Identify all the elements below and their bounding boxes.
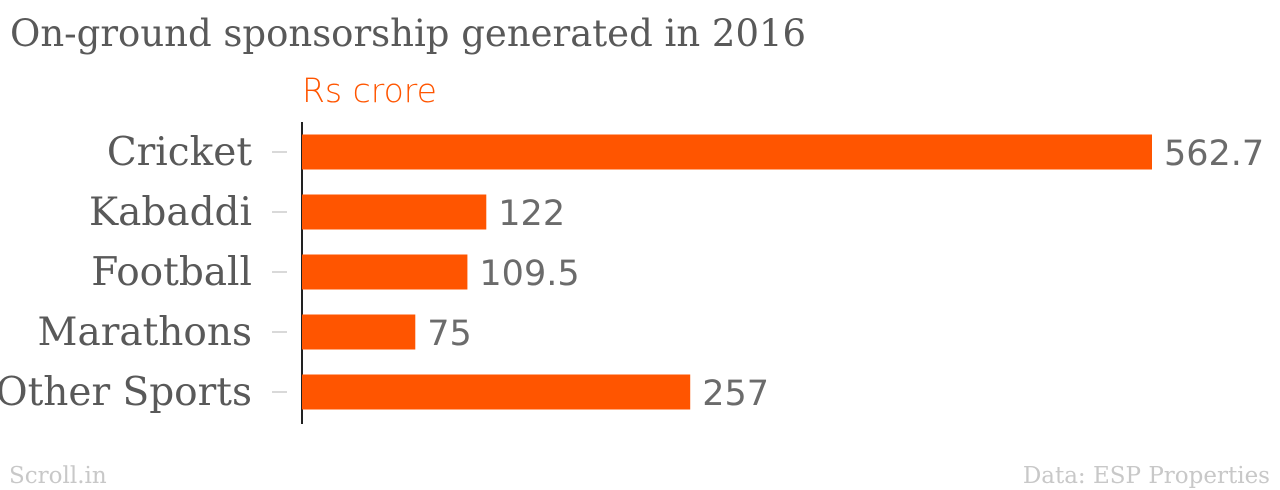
bar	[302, 194, 487, 230]
category-label: Marathons	[38, 310, 252, 355]
category-label: Other Sports	[0, 370, 252, 415]
value-label: 122	[498, 194, 565, 234]
category-label: Football	[91, 250, 252, 295]
value-label: 562.7	[1164, 134, 1264, 174]
footer-brand: Scroll.in	[9, 463, 107, 489]
value-label: 75	[427, 314, 472, 354]
bar	[302, 134, 1152, 170]
footer-source: Data: ESP Properties	[1023, 463, 1270, 489]
bar	[302, 314, 416, 350]
category-label: Cricket	[107, 130, 253, 175]
value-label: 257	[702, 374, 769, 414]
unit-label: Rs crore	[302, 71, 437, 110]
category-label: Kabaddi	[89, 190, 252, 235]
chart-title: On-ground sponsorship generated in 2016	[10, 12, 806, 55]
value-label: 109.5	[479, 254, 579, 294]
bar	[302, 254, 468, 290]
bar	[302, 374, 691, 410]
bars-group: Cricket 562.7 Kabaddi 122 Football 109.5 Marat…	[0, 130, 1264, 415]
